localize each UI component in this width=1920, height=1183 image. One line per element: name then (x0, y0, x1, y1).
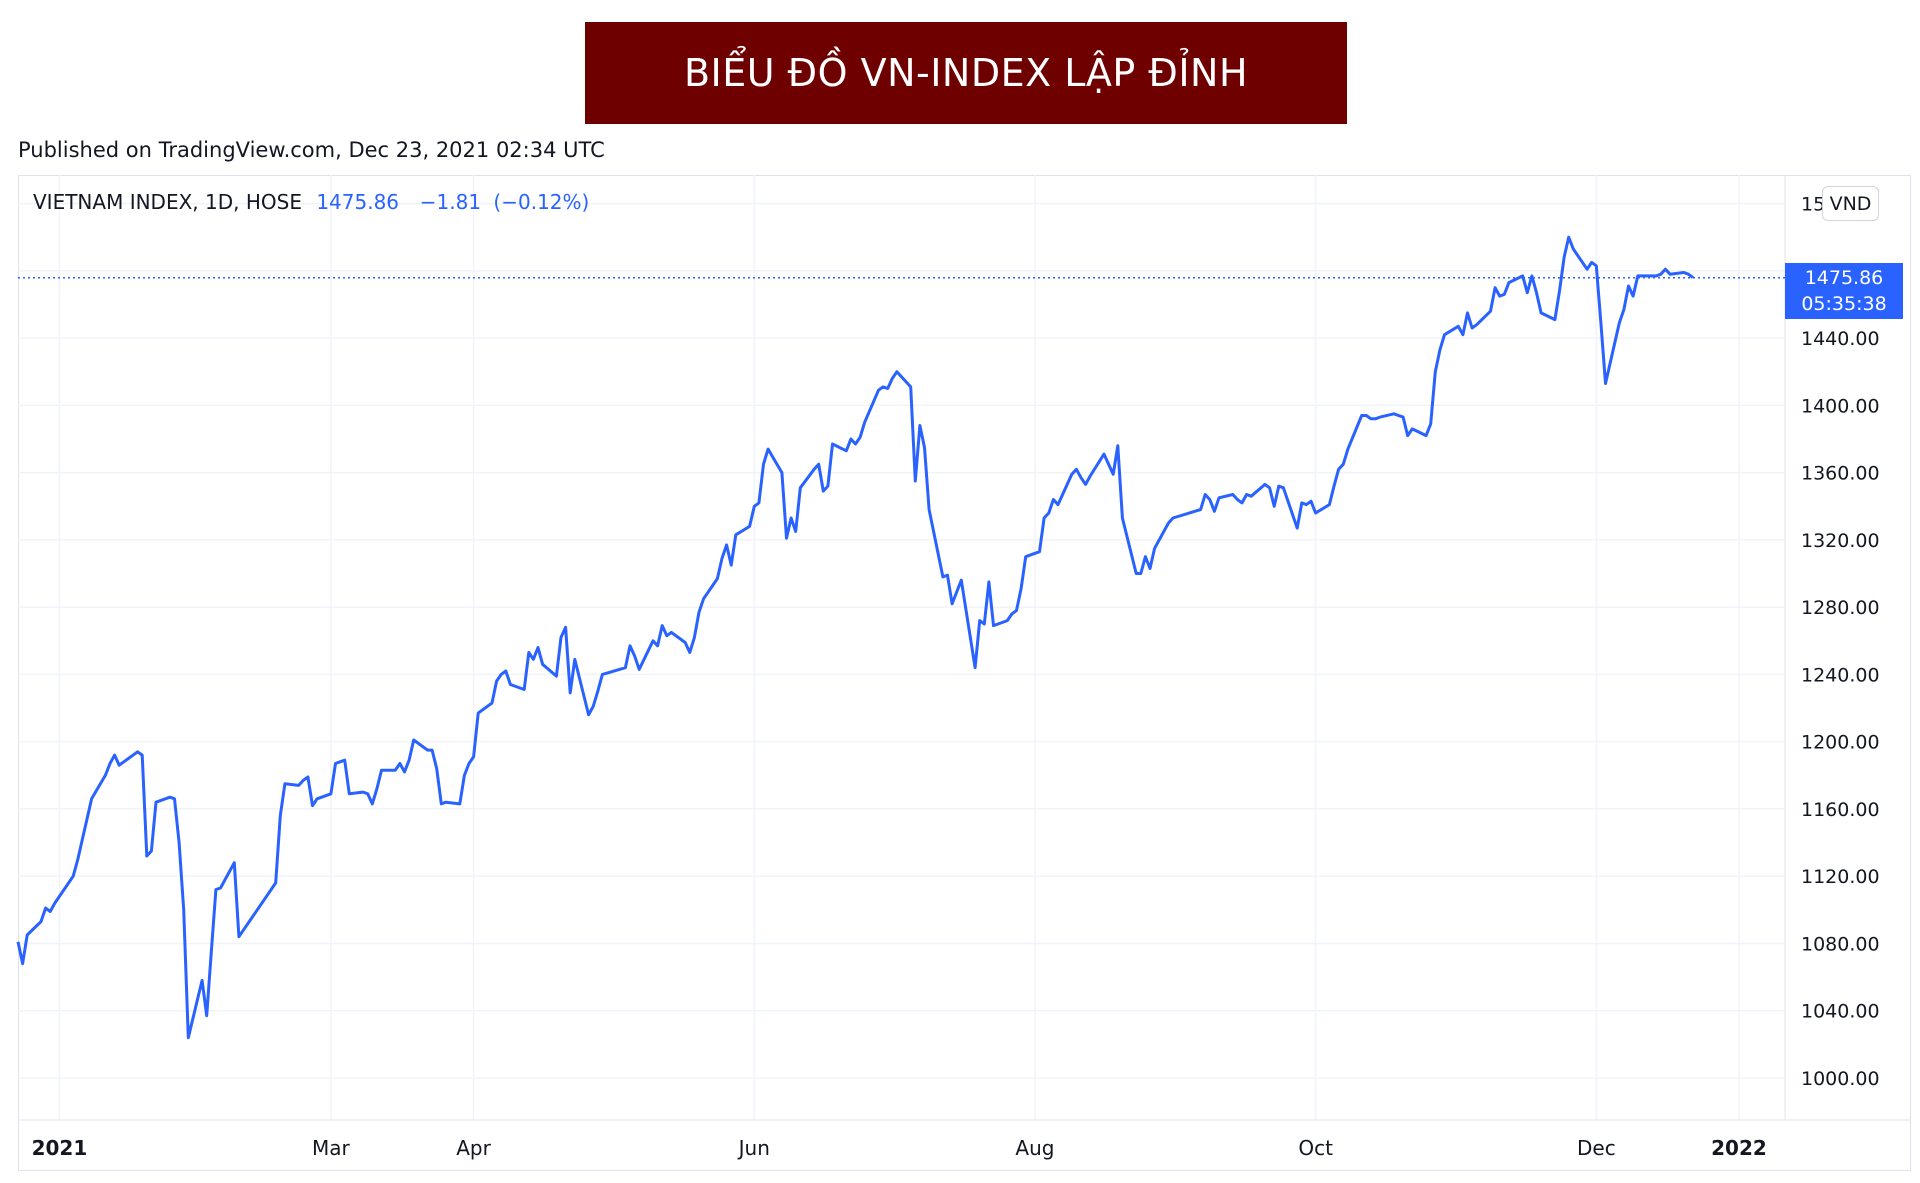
currency-button[interactable]: VND (1822, 186, 1879, 221)
chart-grid (18, 175, 1785, 1120)
price-tick-label: 1200.00 (1801, 732, 1880, 754)
bar-countdown: 05:35:38 (1801, 292, 1887, 315)
price-tick-label: 1440.00 (1801, 328, 1880, 350)
price-tick-label: 1040.00 (1801, 1001, 1880, 1023)
time-tick-label: 2022 (1711, 1136, 1767, 1160)
published-note: Published on TradingView.com, Dec 23, 20… (18, 138, 605, 162)
price-change: −1.81 (419, 190, 482, 214)
time-tick-label: Oct (1298, 1136, 1333, 1160)
chart-frame (18, 175, 1911, 1171)
price-axis: 1000.00 1040.00 1080.00 1120.00 1160.00 1200.… (1801, 194, 1880, 1090)
price-tick-label: 1000.00 (1801, 1068, 1880, 1090)
time-tick-label: Dec (1577, 1136, 1616, 1160)
price-tick-label: 1080.00 (1801, 933, 1880, 955)
last-price: 1475.86 (316, 190, 400, 214)
price-tick-label: 1280.00 (1801, 597, 1880, 619)
price-tick-label: 1120.00 (1801, 866, 1880, 888)
price-tick-label: 1320.00 (1801, 530, 1880, 552)
time-tick-label: Jun (737, 1136, 770, 1160)
time-tick-label: Mar (312, 1136, 351, 1160)
symbol-name: VIETNAM INDEX, 1D, HOSE (33, 190, 302, 214)
time-tick-label: Apr (456, 1136, 491, 1160)
time-axis: 2021 Mar Apr Jun Aug Oct Dec 2022 (32, 1136, 1767, 1160)
price-tick-label: 1240.00 (1801, 664, 1880, 686)
price-tick-label: 1360.00 (1801, 463, 1880, 485)
banner-title: BIỂU ĐỒ VN-INDEX LẬP ĐỈNH (683, 51, 1249, 95)
series-line (16, 235, 1694, 1040)
time-tick-label: Aug (1015, 1136, 1054, 1160)
last-price-value: 1475.86 (1804, 266, 1884, 289)
last-price-label: 1475.86 05:35:38 (1785, 262, 1903, 319)
price-change-percent: (−0.12%) (493, 190, 590, 214)
price-tick-label: 1400.00 (1801, 395, 1880, 417)
time-tick-label: 2021 (32, 1136, 88, 1160)
chart-title-banner: BIỂU ĐỒ VN-INDEX LẬP ĐỈNH (585, 22, 1347, 124)
symbol-legend[interactable]: VIETNAM INDEX, 1D, HOSE 1475.86 −1.81 (−… (33, 190, 589, 214)
price-tick-label: 1160.00 (1801, 799, 1880, 821)
